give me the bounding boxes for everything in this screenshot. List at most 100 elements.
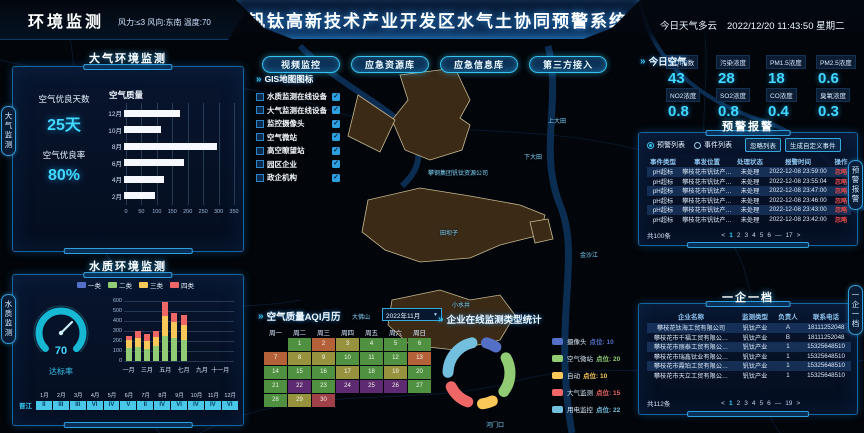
ignore-action-link[interactable]: 忽略: [834, 169, 848, 177]
edge-tab-enterprise[interactable]: 一企一档: [848, 285, 863, 335]
legend-item[interactable]: 二类: [108, 280, 132, 290]
calendar-day-cell[interactable]: 6: [408, 338, 431, 351]
page-button[interactable]: 3: [744, 231, 749, 239]
layer-item[interactable]: 监控摄像头 ✓: [256, 117, 340, 131]
layer-checkbox[interactable]: ✓: [332, 92, 340, 101]
calendar-day-cell[interactable]: 13: [408, 352, 431, 365]
layer-item[interactable]: 空气微站 ✓: [256, 131, 340, 145]
layer-checkbox[interactable]: ✓: [332, 160, 340, 169]
page-button[interactable]: 2: [736, 399, 741, 407]
prev-page-button[interactable]: <: [721, 231, 726, 239]
edge-tab-air[interactable]: 大气监测: [1, 106, 16, 156]
radio-icon[interactable]: [694, 141, 701, 149]
layer-item[interactable]: 水质监测在线设备 ✓: [256, 90, 340, 104]
calendar-day-cell[interactable]: 16: [312, 366, 335, 379]
table-row[interactable]: 攀枝花市千福工贸有限公… 钒钛产业 B 18111252048: [647, 333, 851, 343]
radio-icon[interactable]: [647, 141, 654, 149]
layer-item[interactable]: 大气监测在线设备 ✓: [256, 104, 340, 118]
calendar-day-cell[interactable]: 4: [360, 338, 383, 351]
calendar-day-cell[interactable]: 8: [288, 352, 311, 365]
calendar-day-cell[interactable]: 24: [336, 380, 359, 393]
calendar-day-cell[interactable]: 17: [336, 366, 359, 379]
alarm-tab[interactable]: 预警列表: [647, 140, 685, 150]
calendar-day-cell[interactable]: 27: [408, 380, 431, 393]
next-page-button[interactable]: >: [796, 231, 801, 239]
calendar-day-cell[interactable]: 14: [264, 366, 287, 379]
alarm-action-button-0[interactable]: 忽略列表: [745, 138, 781, 152]
legend-item[interactable]: 一类: [77, 280, 101, 290]
calendar-day-cell[interactable]: 7: [264, 352, 287, 365]
table-row[interactable]: pH超标 攀枝花市钒钛产… 未处理 2022-12-08 23:55:04 忽略: [647, 177, 851, 187]
page-button[interactable]: 4: [751, 399, 756, 407]
edge-tab-alarm[interactable]: 预警报警: [848, 160, 863, 210]
table-row[interactable]: pH超标 攀枝花市钒钛产… 未处理 2022-12-08 23:59:00 忽略: [647, 167, 851, 177]
calendar-day-cell[interactable]: 3: [336, 338, 359, 351]
layer-item[interactable]: 园区企业 ✓: [256, 158, 340, 172]
table-row[interactable]: 攀枝花市丽泰工贸有限公… 钒钛产业 1 15325648510: [647, 342, 851, 352]
page-button[interactable]: 17: [785, 231, 793, 239]
calendar-day-cell[interactable]: 28: [264, 394, 287, 407]
table-row[interactable]: pH超标 攀枝花市钒钛产… 未处理 2022-12-08 23:42:00 忽略: [647, 215, 851, 225]
calendar-day-cell[interactable]: 2: [312, 338, 335, 351]
table-row[interactable]: pH超标 攀枝花市钒钛产… 未处理 2022-12-08 23:43:00 忽略: [647, 205, 851, 215]
layer-checkbox[interactable]: ✓: [332, 119, 340, 128]
layer-item[interactable]: 高空瞭望站 ✓: [256, 144, 340, 158]
toolbar-button-3[interactable]: 第三方接入: [529, 56, 607, 73]
calendar-day-cell[interactable]: 30: [312, 394, 335, 407]
ignore-action-link[interactable]: 忽略: [834, 207, 848, 215]
table-row[interactable]: 攀枝花市瑞鑫钛业有限公… 钒钛产业 1 15325648510: [647, 352, 851, 362]
calendar-day-cell[interactable]: 11: [360, 352, 383, 365]
next-page-button[interactable]: >: [796, 399, 801, 407]
page-button[interactable]: —: [774, 399, 782, 407]
calendar-day-cell[interactable]: 25: [360, 380, 383, 393]
page-button[interactable]: 4: [752, 231, 756, 239]
legend-item[interactable]: 自动 点位: 10: [552, 370, 620, 380]
page-button[interactable]: 5: [759, 399, 764, 407]
table-row[interactable]: pH超标 攀枝花市钒钛产… 未处理 2022-12-08 23:46:00 忽略: [647, 196, 851, 206]
edge-tab-water[interactable]: 水质监测: [1, 294, 16, 344]
layer-checkbox[interactable]: ✓: [332, 146, 340, 155]
calendar-day-cell[interactable]: 10: [336, 352, 359, 365]
table-row[interactable]: pH超标 攀枝花市钒钛产… 未处理 2022-12-08 23:47:00 忽略: [647, 186, 851, 196]
toolbar-button-0[interactable]: 视频监控: [262, 56, 340, 73]
calendar-day-cell[interactable]: 26: [384, 380, 407, 393]
calendar-day-cell[interactable]: 23: [312, 380, 335, 393]
calendar-day-cell[interactable]: 18: [360, 366, 383, 379]
calendar-day-cell[interactable]: 15: [288, 366, 311, 379]
alarm-tab[interactable]: 事件列表: [694, 140, 732, 150]
ignore-action-link[interactable]: 忽略: [834, 178, 848, 186]
ignore-action-link[interactable]: 忽略: [834, 188, 848, 196]
page-button[interactable]: 1: [728, 399, 733, 407]
layer-checkbox[interactable]: ✓: [332, 173, 340, 182]
calendar-day-cell[interactable]: 12: [384, 352, 407, 365]
toolbar-button-1[interactable]: 应急资源库: [351, 56, 429, 73]
ignore-action-link[interactable]: 忽略: [834, 197, 848, 205]
page-button[interactable]: 5: [759, 231, 764, 239]
page-button[interactable]: 1: [729, 231, 733, 239]
page-button[interactable]: 6: [767, 231, 771, 239]
page-button[interactable]: 19: [785, 399, 793, 407]
legend-item[interactable]: 三类: [139, 280, 163, 290]
calendar-day-cell[interactable]: 9: [312, 352, 335, 365]
layer-checkbox[interactable]: ✓: [332, 106, 340, 115]
page-button[interactable]: 2: [736, 231, 741, 239]
prev-page-button[interactable]: <: [721, 399, 725, 407]
calendar-day-cell[interactable]: 1: [288, 338, 311, 351]
calendar-day-cell[interactable]: 19: [384, 366, 407, 379]
alarm-action-button-1[interactable]: 生成自定义事件: [785, 138, 841, 152]
legend-item[interactable]: 四类: [170, 280, 194, 290]
calendar-day-cell[interactable]: 5: [384, 338, 407, 351]
page-button[interactable]: 6: [767, 399, 771, 407]
toolbar-button-2[interactable]: 应急信息库: [440, 56, 518, 73]
calendar-day-cell[interactable]: 22: [288, 380, 311, 393]
layer-item[interactable]: 政企机构 ✓: [256, 171, 340, 185]
table-row[interactable]: 攀枝花市天立工贸有限公… 钒钛产业 1 15325648510: [647, 371, 851, 381]
calendar-month-select[interactable]: 2022年11月 ▼: [382, 308, 442, 321]
legend-item[interactable]: 用电监控 点位: 22: [552, 404, 620, 414]
calendar-day-cell[interactable]: 21: [264, 380, 287, 393]
layer-checkbox[interactable]: ✓: [332, 133, 340, 142]
calendar-day-cell[interactable]: 29: [288, 394, 311, 407]
legend-item[interactable]: 空气微站 点位: 20: [552, 353, 620, 363]
calendar-day-cell[interactable]: 20: [408, 366, 431, 379]
